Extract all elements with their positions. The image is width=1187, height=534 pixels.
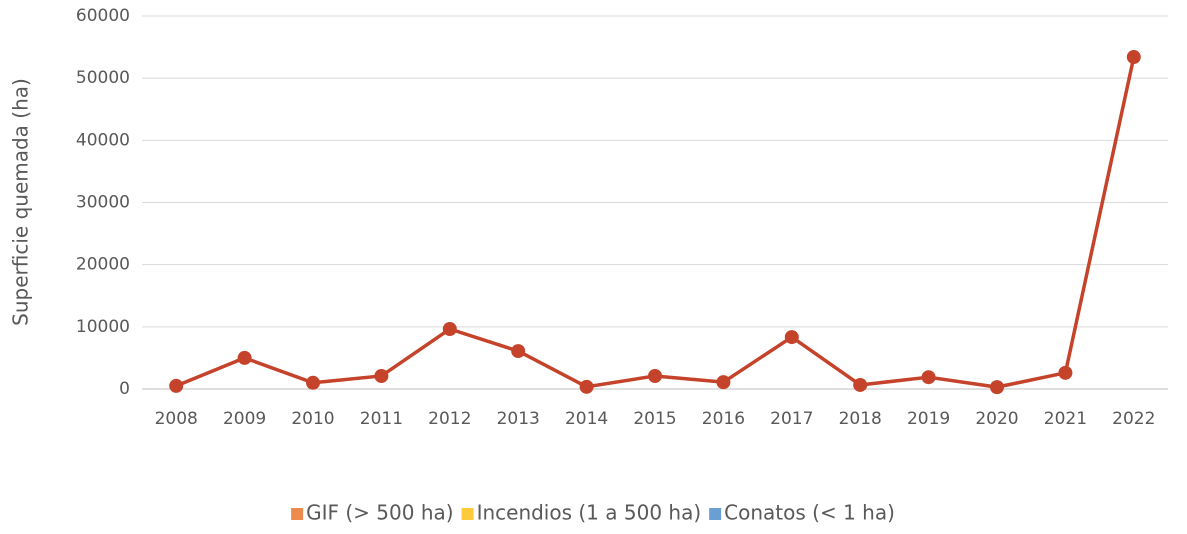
marker (648, 368, 662, 383)
marker (1126, 50, 1141, 65)
legend-swatch (709, 508, 722, 520)
y-tick-label: 20000 (76, 255, 130, 275)
legend-swatch (461, 508, 474, 520)
marker (579, 379, 594, 394)
y-tick-label: 40000 (76, 130, 130, 150)
x-tick-label: 2012 (428, 409, 471, 429)
marker (237, 350, 252, 365)
marker (306, 375, 320, 390)
x-tick-label: 2019 (907, 409, 950, 429)
legend-label: GIF (> 500 ha) (306, 501, 453, 525)
line (175, 56, 1136, 389)
x-tick-label: 2014 (565, 409, 608, 429)
legend-swatch (291, 508, 304, 520)
y-tick-label: 0 (119, 379, 130, 399)
x-tick-label: 2020 (975, 409, 1018, 429)
marker (442, 322, 457, 337)
marker (716, 375, 731, 390)
legend-label: Incendios (1 a 500 ha) (477, 501, 702, 525)
marker (1058, 365, 1073, 380)
x-tick-label: 2022 (1112, 409, 1155, 429)
x-tick-label: 2013 (497, 409, 540, 429)
x-tick-label: 2009 (223, 409, 266, 429)
marker (921, 370, 936, 385)
legend-label: Conatos (< 1 ha) (724, 501, 895, 525)
marker (169, 378, 184, 393)
x-tick-label: 2018 (839, 409, 882, 429)
marker (853, 377, 868, 392)
y-tick-label: 30000 (76, 193, 130, 213)
x-tick-label: 2015 (633, 409, 676, 429)
y-tick-label: 10000 (76, 317, 130, 337)
x-tick-label: 2011 (360, 409, 403, 429)
y-tick-label: 50000 (76, 68, 130, 88)
x-tick-label: 2010 (291, 409, 334, 429)
marker (784, 330, 799, 345)
y-axis-label: Superficie quemada (ha) (9, 78, 33, 326)
marker (990, 380, 1004, 395)
x-tick-label: 2016 (702, 409, 745, 429)
x-tick-label: 2008 (155, 409, 198, 429)
legend: GIF (> 500 ha) Incendios (1 a 500 ha) Cona… (291, 501, 895, 525)
marker (511, 344, 526, 359)
x-tick-label: 2017 (770, 409, 813, 429)
x-tick-label: 2021 (1044, 409, 1087, 429)
y-tick-label: 60000 (76, 6, 130, 26)
marker (374, 368, 389, 383)
